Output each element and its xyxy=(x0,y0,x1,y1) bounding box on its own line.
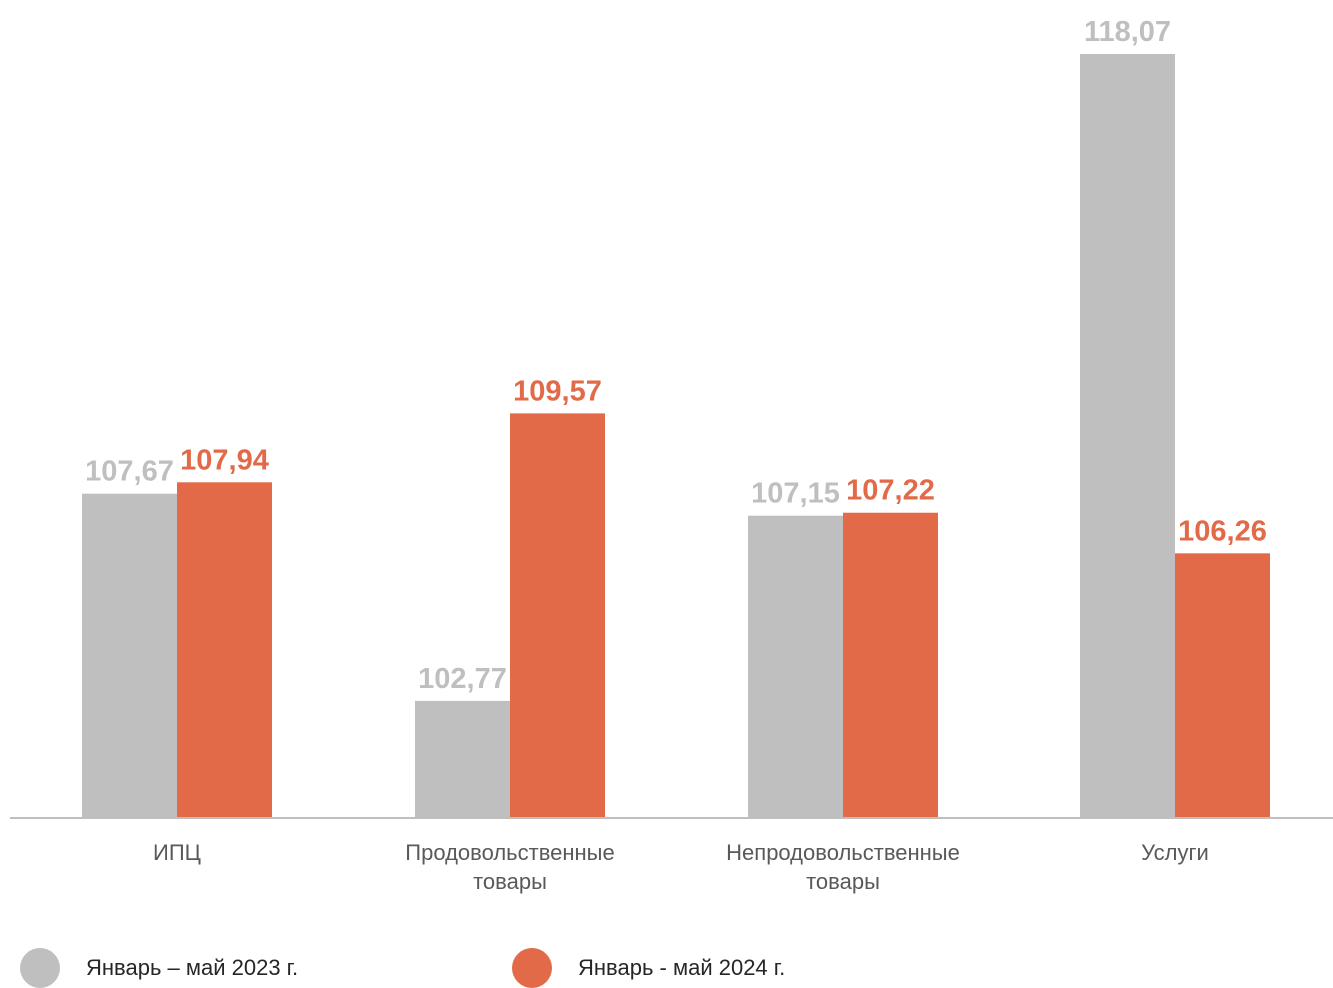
bar-2-series-0 xyxy=(748,515,843,818)
legend-item-2023: Январь – май 2023 г. xyxy=(20,948,298,988)
category-label-1-line-1: товары xyxy=(473,869,547,894)
legend-swatch-2023 xyxy=(20,948,60,988)
bar-1-series-0 xyxy=(415,700,510,818)
legend-item-2024: Январь - май 2024 г. xyxy=(512,948,785,988)
category-label-3-line-0: Услуги xyxy=(1141,840,1209,865)
data-label-2-series-0: 107,15 xyxy=(751,478,840,510)
data-label-3-series-0: 118,07 xyxy=(1084,16,1171,48)
bar-3-series-1 xyxy=(1175,553,1270,818)
category-label-1-line-0: Продовольственные xyxy=(405,840,614,865)
category-label-2-line-1: товары xyxy=(806,869,880,894)
bar-2-series-1 xyxy=(843,512,938,818)
bar-3-series-0 xyxy=(1080,54,1175,818)
data-label-1-series-1: 109,57 xyxy=(513,375,602,407)
legend-label-2024: Январь - май 2024 г. xyxy=(578,955,786,980)
bar-0-series-1 xyxy=(177,482,272,818)
category-label-0-line-0: ИПЦ xyxy=(153,840,201,865)
legend-swatch-2024 xyxy=(512,948,552,988)
data-label-0-series-1: 107,94 xyxy=(180,444,269,476)
category-label-2-line-0: Непродовольственные xyxy=(726,840,960,865)
bar-0-series-0 xyxy=(82,493,177,818)
data-label-1-series-0: 102,77 xyxy=(418,663,507,695)
data-label-2-series-1: 107,22 xyxy=(846,475,935,507)
data-label-0-series-0: 107,67 xyxy=(85,456,174,488)
data-label-3-series-1: 106,26 xyxy=(1178,515,1267,547)
legend-label-2023: Январь – май 2023 г. xyxy=(86,955,299,980)
bar-1-series-1 xyxy=(510,413,605,818)
